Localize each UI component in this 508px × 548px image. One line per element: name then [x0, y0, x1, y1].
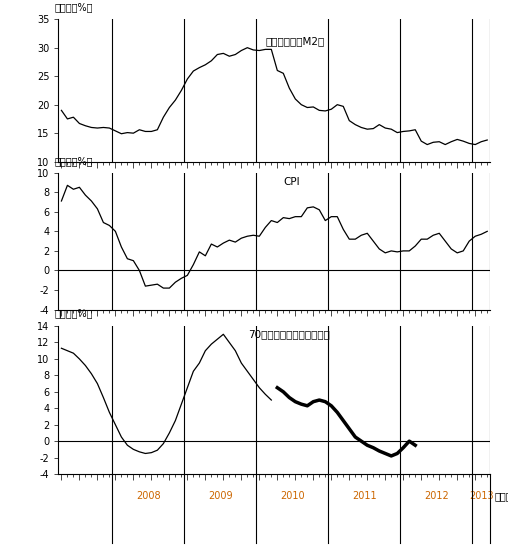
Text: （同比、%）: （同比、%） — [54, 309, 92, 318]
Text: 2009: 2009 — [208, 491, 233, 501]
Text: 70个大中城市房屋销售价格: 70个大中城市房屋销售价格 — [248, 329, 330, 339]
Text: （同比、%）: （同比、%） — [54, 156, 92, 165]
Text: 2012: 2012 — [424, 491, 449, 501]
Text: （同比、%）: （同比、%） — [54, 2, 92, 12]
Text: 2010: 2010 — [280, 491, 305, 501]
Text: CPI: CPI — [283, 176, 300, 187]
Text: 2011: 2011 — [352, 491, 376, 501]
Text: 2008: 2008 — [136, 491, 161, 501]
Text: 2013: 2013 — [469, 491, 494, 501]
Text: （年、月）: （年、月） — [494, 491, 508, 501]
Text: 货币供应量（M2）: 货币供应量（M2） — [266, 36, 325, 46]
